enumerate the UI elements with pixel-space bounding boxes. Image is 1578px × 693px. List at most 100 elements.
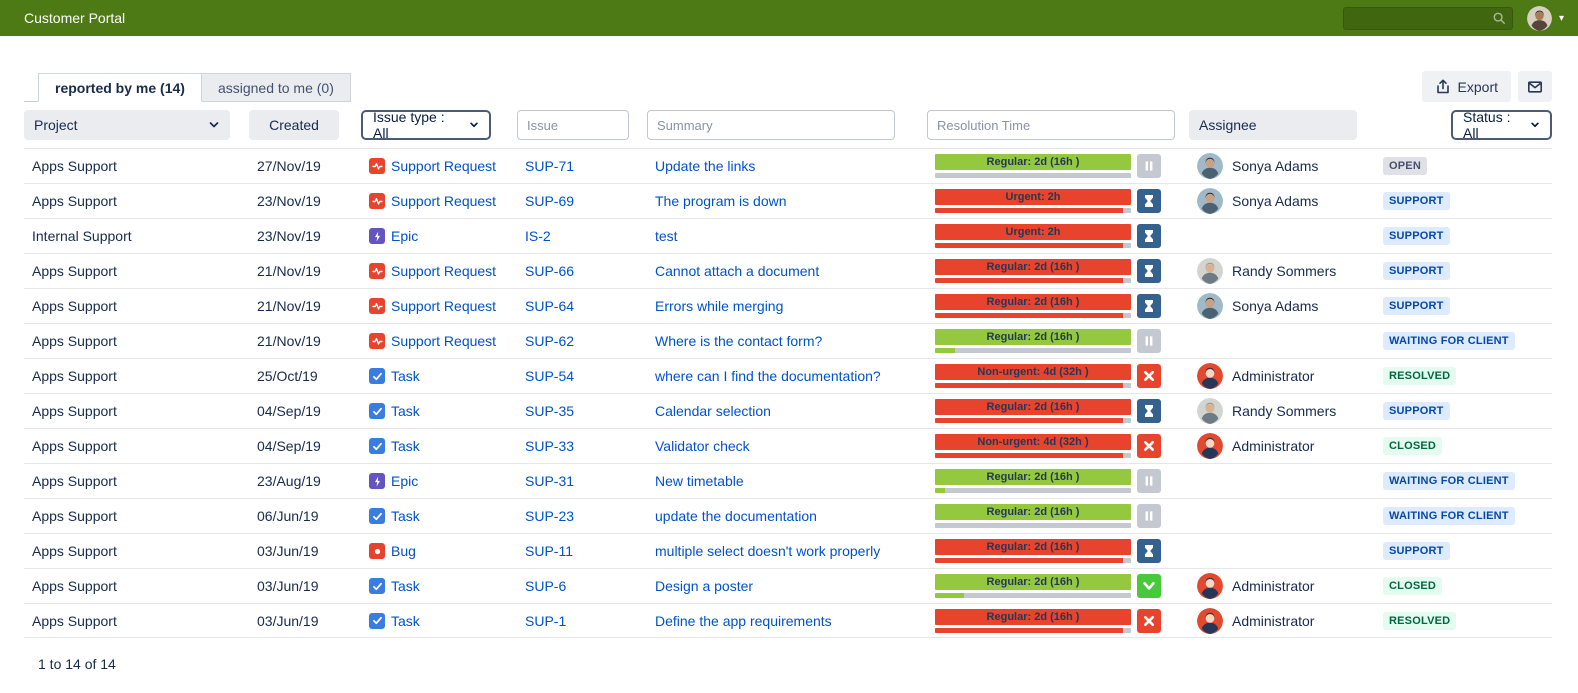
table-row: Apps Support 04/Sep/19 Task SUP-33 Valid…: [24, 428, 1552, 463]
issue-summary-link[interactable]: Design a poster: [655, 578, 754, 594]
issue-type-link[interactable]: Task: [391, 368, 420, 384]
issue-key-link[interactable]: SUP-35: [525, 403, 575, 419]
sla-hourglass-icon: [1137, 189, 1161, 213]
status-badge: SUPPORT: [1383, 297, 1450, 315]
created-cell: 25/Oct/19: [257, 368, 318, 384]
project-cell: Apps Support: [32, 612, 117, 629]
issue-key-link[interactable]: SUP-33: [525, 438, 575, 454]
issue-type-link[interactable]: Task: [391, 578, 420, 594]
issue-type-link[interactable]: Epic: [391, 473, 419, 489]
issue-key-link[interactable]: SUP-11: [525, 543, 573, 559]
issue-key-link[interactable]: SUP-66: [525, 263, 575, 279]
project-cell: Apps Support: [32, 193, 117, 209]
sla-pause-icon: [1137, 504, 1161, 528]
issue-type-link[interactable]: Support Request: [391, 333, 497, 349]
issue-type-link[interactable]: Support Request: [391, 158, 497, 174]
issue-summary-link[interactable]: The program is down: [655, 193, 787, 209]
project-cell: Apps Support: [32, 473, 117, 489]
project-cell: Apps Support: [32, 263, 117, 279]
issue-type-link[interactable]: Epic: [391, 228, 419, 244]
assignee-avatar: [1197, 433, 1223, 459]
issue-key-link[interactable]: SUP-62: [525, 333, 575, 349]
assignee-header-label: Assignee: [1199, 117, 1257, 133]
assignee-avatar: [1197, 607, 1223, 634]
sla-hourglass-icon: [1137, 399, 1161, 423]
support-request-icon: [369, 298, 385, 314]
issue-filter-input[interactable]: [517, 110, 629, 140]
sla-pause-icon: [1137, 469, 1161, 493]
issue-type-link[interactable]: Support Request: [391, 298, 497, 314]
status-badge: RESOLVED: [1383, 611, 1457, 630]
assignee-avatar: [1197, 188, 1223, 214]
task-icon: [369, 612, 385, 629]
sla-progress-fill: [935, 453, 1124, 458]
table-row: Apps Support 21/Nov/19 Support Request S…: [24, 288, 1552, 323]
issue-summary-link[interactable]: Errors while merging: [655, 298, 784, 314]
issue-type-link[interactable]: Support Request: [391, 263, 497, 279]
status-filter-select[interactable]: Status : All: [1451, 109, 1552, 141]
project-filter-dropdown[interactable]: Project: [24, 110, 230, 140]
assignee-column-header[interactable]: Assignee: [1189, 110, 1357, 140]
issue-summary-link[interactable]: New timetable: [655, 473, 744, 489]
issue-summary-link[interactable]: Where is the contact form?: [655, 333, 823, 349]
resolution-time-widget: Regular: 2d (16h ): [935, 399, 1161, 423]
issue-key-link[interactable]: IS-2: [525, 228, 551, 244]
search-input[interactable]: [1349, 11, 1492, 25]
email-button[interactable]: [1518, 71, 1552, 102]
issue-type-link[interactable]: Task: [391, 438, 420, 454]
sla-x-icon: [1137, 608, 1161, 633]
issue-type-link[interactable]: Support Request: [391, 193, 497, 209]
status-badge: OPEN: [1383, 157, 1427, 175]
issue-summary-link[interactable]: multiple select doesn't work properly: [655, 543, 881, 559]
chevron-down-icon: [1531, 122, 1539, 128]
issue-key-link[interactable]: SUP-54: [525, 368, 575, 384]
issue-type-link[interactable]: Task: [391, 508, 420, 524]
tab-reported-by-me[interactable]: reported by me (14): [38, 73, 202, 102]
created-cell: 23/Aug/19: [257, 473, 321, 489]
created-column-header[interactable]: Created: [249, 110, 339, 140]
issue-summary-link[interactable]: Calendar selection: [655, 403, 771, 419]
assignee-name: Administrator: [1232, 368, 1315, 384]
issue-key-link[interactable]: SUP-1: [525, 612, 567, 629]
task-icon: [369, 403, 385, 419]
issue-key-link[interactable]: SUP-6: [525, 578, 567, 594]
issue-type-link[interactable]: Bug: [391, 543, 416, 559]
issue-key-link[interactable]: SUP-71: [525, 158, 575, 174]
issue-summary-link[interactable]: Cannot attach a document: [655, 263, 820, 279]
project-filter-label: Project: [34, 117, 78, 133]
issue-summary-link[interactable]: Validator check: [655, 438, 750, 454]
issue-summary-link[interactable]: where can I find the documentation?: [655, 368, 881, 384]
summary-filter-input[interactable]: [647, 110, 895, 140]
project-cell: Apps Support: [32, 543, 117, 559]
issue-summary-link[interactable]: Update the links: [655, 158, 756, 174]
issue-key-link[interactable]: SUP-69: [525, 193, 575, 209]
created-cell: 03/Jun/19: [257, 543, 319, 559]
export-button[interactable]: Export: [1421, 71, 1511, 102]
issue-key-link[interactable]: SUP-31: [525, 473, 575, 489]
issue-key-link[interactable]: SUP-64: [525, 298, 575, 314]
sla-hourglass-icon: [1137, 294, 1161, 318]
tab-ledge: [24, 74, 38, 102]
issue-summary-link[interactable]: test: [655, 228, 678, 244]
created-cell: 04/Sep/19: [257, 438, 321, 454]
issue-summary-link[interactable]: Define the app requirements: [655, 612, 832, 629]
user-avatar[interactable]: [1526, 5, 1552, 31]
issue-type-filter-select[interactable]: Issue type : All: [361, 109, 491, 141]
issue-summary-link[interactable]: update the documentation: [655, 508, 817, 524]
tab-assigned-to-me[interactable]: assigned to me (0): [201, 73, 351, 102]
created-cell: 23/Nov/19: [257, 228, 321, 244]
sla-bar-label: Regular: 2d (16h ): [935, 574, 1131, 590]
sla-pause-icon: [1137, 154, 1161, 178]
status-badge: RESOLVED: [1383, 367, 1457, 385]
chevron-down-icon[interactable]: ▾: [1558, 12, 1564, 24]
issue-type-link[interactable]: Task: [391, 403, 420, 419]
global-search[interactable]: [1342, 6, 1513, 30]
issue-type-link[interactable]: Task: [391, 612, 420, 629]
issue-key-link[interactable]: SUP-23: [525, 508, 575, 524]
envelope-icon: [1527, 80, 1542, 93]
assignee-name: Randy Sommers: [1232, 403, 1337, 419]
status-badge: CLOSED: [1383, 577, 1443, 595]
resolution-time-filter-input[interactable]: [927, 110, 1175, 140]
resolution-time-widget: Urgent: 2h: [935, 224, 1161, 248]
support-request-icon: [369, 333, 385, 349]
